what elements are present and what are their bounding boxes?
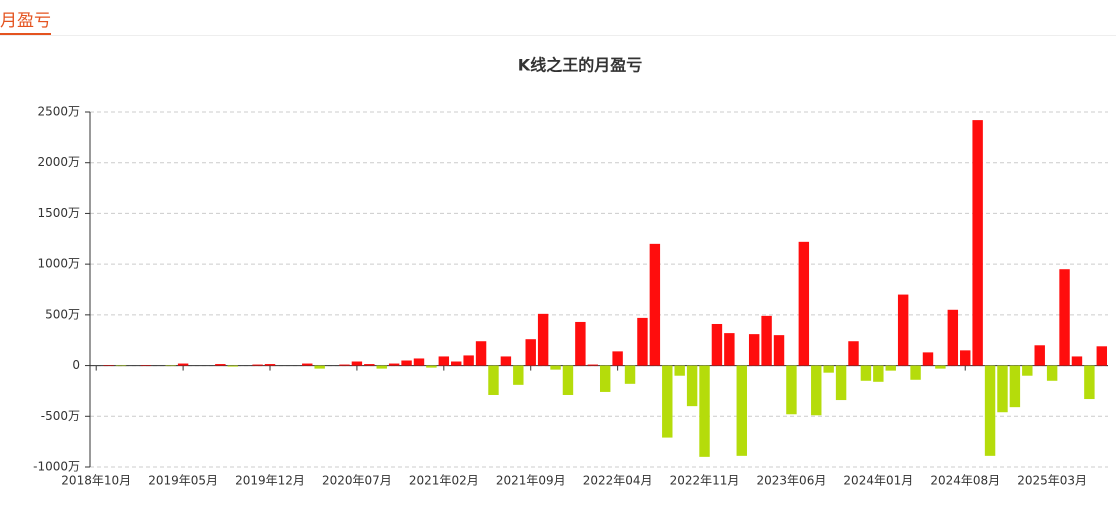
bar (364, 364, 375, 366)
bar (562, 365, 574, 395)
y-tick-label: 1500万 (37, 206, 80, 220)
bar (1009, 365, 1021, 408)
bar (351, 361, 363, 366)
x-tick-label: 2023年06月 (757, 474, 827, 488)
bar (699, 365, 710, 457)
y-tick-label: 2000万 (37, 155, 80, 169)
bar (339, 364, 350, 366)
x-tick-label: 2021年02月 (409, 474, 479, 488)
bar (960, 350, 971, 366)
y-tick-label: 0 (72, 358, 80, 372)
x-tick-label: 2022年11月 (670, 474, 740, 488)
bar (761, 315, 772, 366)
bar (550, 365, 561, 370)
bar (748, 334, 760, 366)
x-tick-label: 2019年12月 (235, 474, 305, 488)
bar (513, 365, 524, 385)
bar (376, 365, 387, 369)
bar (935, 365, 946, 369)
bar (798, 241, 810, 366)
bar (488, 365, 499, 395)
bar (500, 356, 512, 366)
bar (848, 341, 859, 366)
bar (711, 323, 723, 366)
bar (1084, 365, 1095, 400)
y-tick-label: 500万 (45, 307, 80, 321)
bar (835, 365, 847, 401)
bar (413, 358, 425, 366)
bar (165, 365, 176, 367)
bar (910, 365, 921, 380)
bar (215, 364, 226, 366)
x-tick-label: 2022年04月 (583, 474, 653, 488)
x-tick-label: 2021年09月 (496, 474, 566, 488)
y-tick-label: 2500万 (37, 105, 80, 119)
separator (0, 35, 1116, 36)
bar (314, 365, 325, 369)
bar (587, 364, 599, 366)
bar (972, 120, 983, 366)
x-tick-label: 2020年07月 (322, 474, 392, 488)
bar (1096, 346, 1108, 366)
bar (885, 365, 896, 371)
bar (637, 317, 648, 366)
bar (103, 365, 114, 366)
bar (401, 360, 412, 366)
bar (662, 365, 673, 438)
bar (984, 365, 996, 456)
bar (1059, 269, 1070, 366)
bar (537, 313, 549, 366)
bar (1022, 365, 1033, 376)
bar (947, 309, 959, 366)
bar (1034, 345, 1045, 366)
bar (140, 365, 152, 366)
x-tick-label: 2024年08月 (930, 474, 1000, 488)
bar (475, 341, 487, 366)
x-tick-label: 2018年10月 (61, 474, 131, 488)
bar (860, 365, 872, 381)
y-tick-label: 1000万 (37, 257, 80, 271)
bar (823, 365, 834, 373)
bar (599, 365, 611, 392)
bar (451, 361, 462, 366)
bar (438, 356, 450, 366)
bar (724, 333, 735, 366)
bar (388, 363, 400, 366)
y-tick-label: -1000万 (33, 460, 80, 474)
y-tick-label: -500万 (41, 409, 80, 423)
x-tick-label: 2019年05月 (148, 474, 218, 488)
bar (177, 363, 189, 366)
bar (525, 339, 536, 366)
bar (575, 321, 586, 366)
bar (686, 365, 698, 407)
bar (302, 363, 313, 366)
bar (252, 364, 263, 366)
bar (873, 365, 884, 382)
bar (426, 365, 437, 368)
bar (463, 355, 474, 366)
bar (115, 365, 127, 367)
bar (1071, 356, 1083, 366)
bar (736, 365, 747, 456)
bar (264, 364, 276, 366)
bar (786, 365, 797, 415)
bar (227, 365, 238, 367)
bar (811, 365, 822, 416)
bar (612, 351, 623, 366)
bar (624, 365, 636, 384)
bar (997, 365, 1008, 413)
section-title: 月盈亏 (0, 10, 51, 35)
x-tick-label: 2024年01月 (843, 474, 913, 488)
bar (897, 294, 909, 366)
bar (1046, 365, 1058, 381)
bar (922, 352, 934, 366)
bar (649, 243, 661, 366)
x-tick-label: 2025年03月 (1017, 474, 1087, 488)
bar (674, 365, 685, 376)
bar (773, 335, 785, 366)
chart-title: K线之王的月盈亏 (518, 56, 642, 75)
